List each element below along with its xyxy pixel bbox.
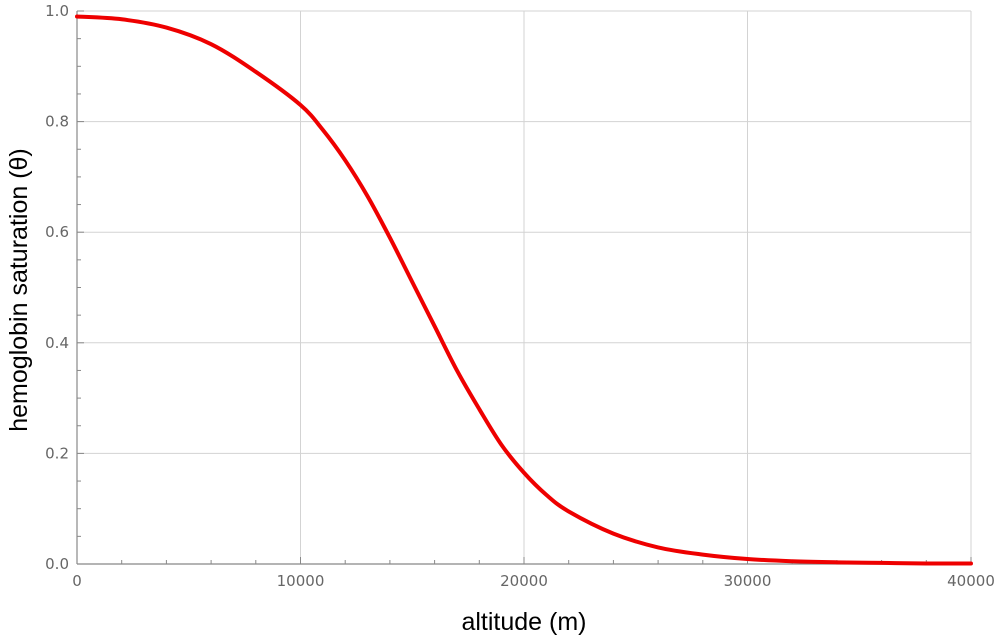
series	[75, 14, 973, 566]
x-tick-label: 0	[72, 572, 82, 590]
x-axis-label: altitude (m)	[461, 608, 586, 636]
y-tick-label: 1.0	[45, 2, 69, 20]
y-tick-label: 0.6	[45, 223, 69, 241]
x-tick-label: 30000	[724, 572, 772, 590]
y-tick-label: 0.2	[45, 444, 69, 462]
saturation-curve	[75, 14, 973, 566]
ticks: 0 10000 20000 30000 40000 0.0 0.2 0.4 0.6 0.8 1.0	[45, 2, 995, 590]
y-tick-label: 0.8	[45, 113, 69, 131]
x-tick-label: 40000	[947, 572, 995, 590]
x-tick-label: 20000	[500, 572, 548, 590]
y-axis-label: hemoglobin saturation (θ)	[5, 148, 33, 432]
grid	[77, 10, 972, 564]
y-tick-label: 0.0	[45, 555, 69, 573]
x-tick-label: 10000	[277, 572, 325, 590]
y-tick-label: 0.4	[45, 334, 69, 352]
